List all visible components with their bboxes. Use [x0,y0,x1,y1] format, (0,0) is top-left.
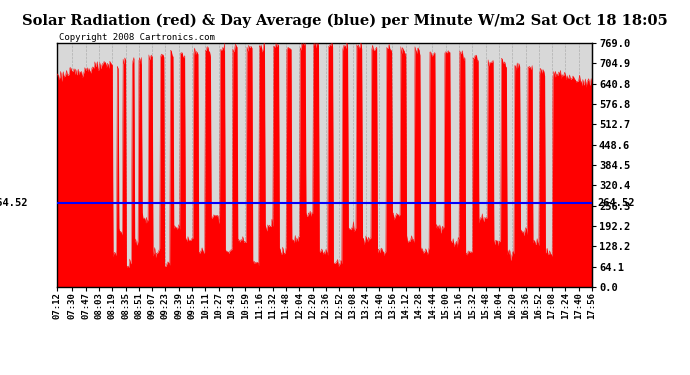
Text: Copyright 2008 Cartronics.com: Copyright 2008 Cartronics.com [59,33,215,42]
Text: Solar Radiation (red) & Day Average (blue) per Minute W/m2 Sat Oct 18 18:05: Solar Radiation (red) & Day Average (blu… [22,13,668,27]
Text: 264.52: 264.52 [598,198,635,208]
Text: 264.52: 264.52 [0,198,28,208]
